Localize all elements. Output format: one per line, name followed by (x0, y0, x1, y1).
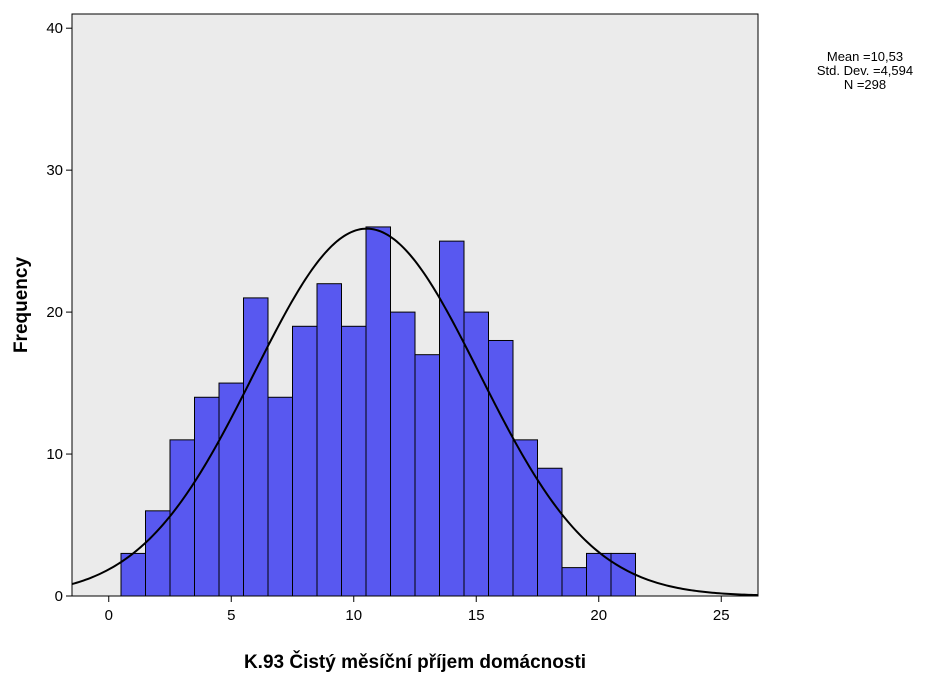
y-axis-label: Frequency (11, 257, 32, 354)
y-tick-label: 30 (46, 162, 63, 179)
y-tick-label: 40 (46, 20, 63, 37)
x-axis-label: K.93 Čistý měsíční příjem domácnosti (244, 651, 586, 673)
x-tick-label: 15 (468, 607, 485, 624)
x-tick-label: 0 (105, 607, 113, 624)
histogram-bar (512, 439, 538, 597)
statistics-box: Mean =10,53 Std. Dev. =4,594 N =298 (800, 50, 930, 92)
histogram-bar (463, 311, 489, 597)
x-tick-label: 25 (713, 607, 730, 624)
y-tick-label: 0 (55, 588, 63, 605)
std-dev-text: Std. Dev. =4,594 (816, 63, 914, 78)
histogram-bar (243, 297, 269, 597)
histogram-bar (292, 325, 318, 597)
y-tick-label: 10 (46, 446, 63, 463)
histogram-bar (439, 240, 465, 597)
histogram-bar (316, 283, 342, 597)
histogram-bar (218, 382, 244, 597)
x-tick-label: 10 (345, 607, 362, 624)
histogram-bar (341, 325, 367, 597)
histogram-bar (169, 439, 195, 597)
histogram-bar (586, 552, 612, 597)
histogram-bar (488, 339, 514, 597)
mean-text: Mean =10,53 (826, 49, 904, 64)
histogram-bar (414, 354, 440, 597)
histogram-bar (610, 552, 636, 597)
histogram-bar (537, 467, 563, 597)
n-text: N =298 (843, 77, 887, 92)
x-tick-label: 20 (590, 607, 607, 624)
normal-curve (71, 227, 759, 597)
histogram-bar (390, 311, 416, 597)
x-tick-label: 5 (227, 607, 235, 624)
y-tick-label: 20 (46, 304, 63, 321)
x-axis: 0 5 10 15 20 25 (105, 596, 730, 624)
histogram-bar (561, 567, 587, 597)
y-axis: 0 10 20 30 40 (46, 20, 72, 605)
histogram-bar (267, 396, 293, 597)
histogram-bar (365, 226, 391, 597)
histogram-bar (194, 396, 220, 597)
histogram-bar (145, 510, 171, 597)
